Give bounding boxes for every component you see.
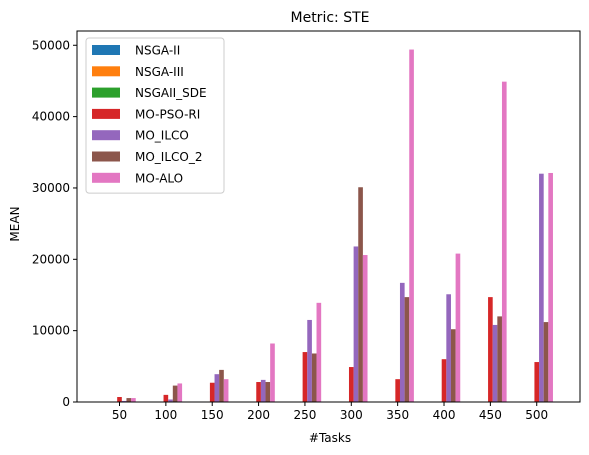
y-tick-label: 50000 <box>32 38 70 52</box>
chart-title: Metric: STE <box>291 10 370 26</box>
bar-mo-ilco-250 <box>307 319 312 402</box>
bar-mo-ilco-300 <box>353 246 359 402</box>
bars-group <box>117 49 553 403</box>
bar-mo-pso-ri-200 <box>256 382 261 402</box>
plot-frame <box>76 30 581 403</box>
legend-label: MO_ILCO_2 <box>135 150 202 164</box>
y-tick-label: 0 <box>62 395 70 409</box>
bar-mo-alo-250 <box>316 302 322 402</box>
bar-mo-ilco-2-350 <box>404 297 410 402</box>
legend-label: NSGA-II <box>135 44 180 58</box>
bar-mo-ilco-450 <box>492 324 498 402</box>
legend-swatch <box>92 172 120 183</box>
legend-label: NSGAII_SDE <box>135 86 207 100</box>
bar-mo-ilco-2-400 <box>450 329 456 402</box>
bar-mo-ilco-100 <box>168 399 173 402</box>
bar-mo-ilco-2-50 <box>126 398 132 402</box>
legend-label: MO_ILCO <box>135 129 189 143</box>
bar-mo-ilco-2-100 <box>172 385 178 402</box>
bar-mo-ilco-2-500 <box>543 322 549 402</box>
bar-mo-pso-ri-150 <box>209 382 215 402</box>
x-tick-label: 200 <box>247 408 270 422</box>
bar-mo-ilco-2-300 <box>358 187 363 402</box>
bar-mo-alo-150 <box>223 379 229 402</box>
bar-mo-ilco-150 <box>214 374 220 402</box>
bar-mo-alo-300 <box>362 255 368 402</box>
bar-mo-alo-200 <box>270 343 275 402</box>
x-tick-label: 150 <box>201 408 224 422</box>
legend-label: NSGA-III <box>135 65 184 79</box>
x-tick-label: 50 <box>112 408 127 422</box>
bar-mo-alo-400 <box>455 253 461 402</box>
y-tick-label: 10000 <box>32 324 70 338</box>
bar-mo-pso-ri-250 <box>302 352 308 402</box>
bar-mo-alo-100 <box>177 383 183 402</box>
legend-swatch <box>92 45 120 55</box>
legend-swatch <box>92 108 120 119</box>
bar-mo-ilco-500 <box>539 173 544 402</box>
legend-box <box>85 37 225 194</box>
legend-swatch <box>92 66 120 77</box>
legend-swatch <box>92 151 120 162</box>
bar-mo-ilco-350 <box>399 282 405 402</box>
bar-mo-pso-ri-500 <box>534 362 540 402</box>
ticks-group: 50 100 150 200 250 300 350 400 450 500 0 10000 20000… <box>32 38 548 422</box>
bar-mo-pso-ri-400 <box>441 359 447 402</box>
bar-mo-pso-ri-50 <box>117 397 122 402</box>
x-tick-label: 350 <box>386 408 409 422</box>
y-tick-label: 20000 <box>32 252 70 266</box>
bar-mo-ilco-2-150 <box>219 369 224 402</box>
y-axis-label: MEAN <box>8 206 22 241</box>
x-tick-label: 450 <box>479 408 502 422</box>
bar-mo-pso-ri-100 <box>163 394 169 402</box>
legend-label: MO-ALO <box>135 171 183 185</box>
x-tick-label: 300 <box>340 408 363 422</box>
y-tick-label: 40000 <box>32 110 70 124</box>
bar-mo-pso-ri-450 <box>488 297 493 402</box>
legend: NSGA-II NSGA-III NSGAII_SDE MO-PSO-RI MO_ILC… <box>85 37 225 194</box>
bar-mo-ilco-2-200 <box>265 382 271 402</box>
bar-mo-alo-50 <box>131 398 136 402</box>
x-tick-label: 250 <box>293 408 316 422</box>
x-tick-label: 400 <box>433 408 456 422</box>
bar-mo-ilco-2-450 <box>497 316 502 402</box>
bar-mo-alo-450 <box>501 81 507 402</box>
bar-mo-pso-ri-300 <box>348 367 354 402</box>
bar-mo-ilco-400 <box>446 294 451 402</box>
legend-swatch <box>92 130 120 141</box>
y-tick-label: 30000 <box>32 181 70 195</box>
x-axis-label: #Tasks <box>309 431 351 445</box>
bar-mo-ilco-50 <box>121 400 127 402</box>
legend-swatch <box>92 87 120 98</box>
bar-mo-pso-ri-350 <box>395 379 400 402</box>
bar-mo-ilco-2-250 <box>311 353 317 402</box>
x-tick-label: 500 <box>525 408 548 422</box>
x-tick-label: 100 <box>154 408 177 422</box>
bar-mo-ilco-200 <box>260 379 266 402</box>
legend-label: MO-PSO-RI <box>135 107 200 121</box>
bar-mo-alo-350 <box>409 49 414 403</box>
bar-mo-alo-500 <box>548 172 553 402</box>
